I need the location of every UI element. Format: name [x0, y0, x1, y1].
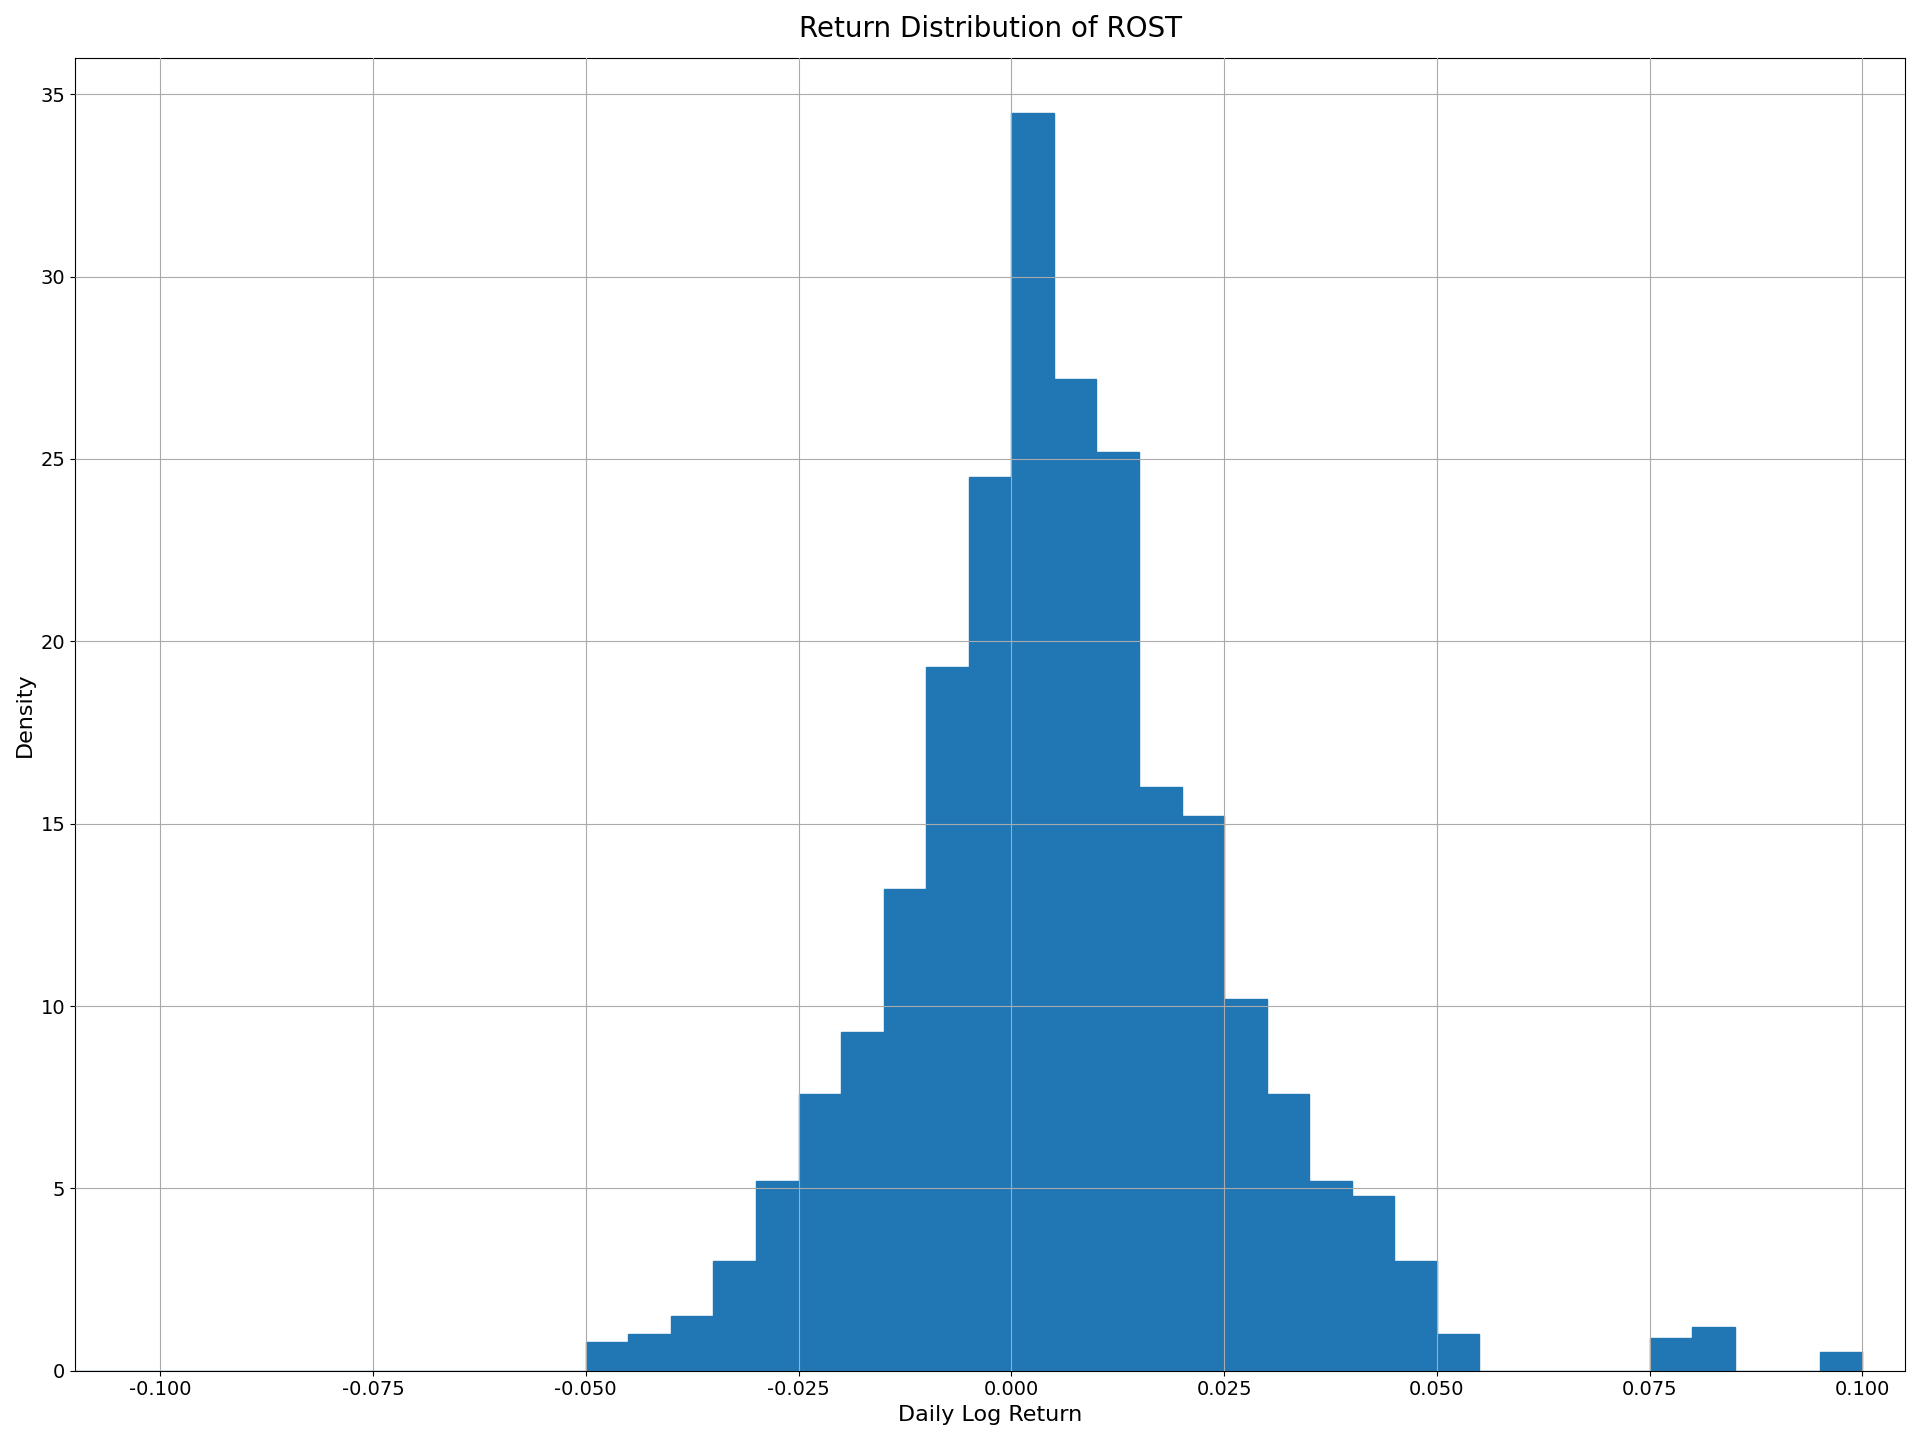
Bar: [1309, 1181, 1352, 1371]
Bar: [1181, 816, 1225, 1371]
Bar: [1820, 1352, 1862, 1371]
Bar: [1436, 1335, 1480, 1371]
Bar: [1054, 379, 1096, 1371]
Bar: [756, 1181, 799, 1371]
Bar: [883, 890, 925, 1371]
Bar: [714, 1261, 756, 1371]
Bar: [1394, 1261, 1436, 1371]
Bar: [1649, 1338, 1692, 1371]
X-axis label: Daily Log Return: Daily Log Return: [899, 1405, 1083, 1426]
Bar: [1692, 1326, 1736, 1371]
Bar: [1139, 788, 1181, 1371]
Bar: [1012, 112, 1054, 1371]
Bar: [1096, 452, 1139, 1371]
Bar: [586, 1342, 628, 1371]
Bar: [925, 667, 970, 1371]
Bar: [970, 477, 1012, 1371]
Bar: [1225, 999, 1267, 1371]
Y-axis label: Density: Density: [15, 672, 35, 756]
Bar: [799, 1093, 841, 1371]
Bar: [670, 1316, 714, 1371]
Bar: [1267, 1093, 1309, 1371]
Title: Return Distribution of ROST: Return Distribution of ROST: [799, 14, 1181, 43]
Bar: [841, 1031, 883, 1371]
Bar: [628, 1335, 670, 1371]
Bar: [1352, 1195, 1394, 1371]
